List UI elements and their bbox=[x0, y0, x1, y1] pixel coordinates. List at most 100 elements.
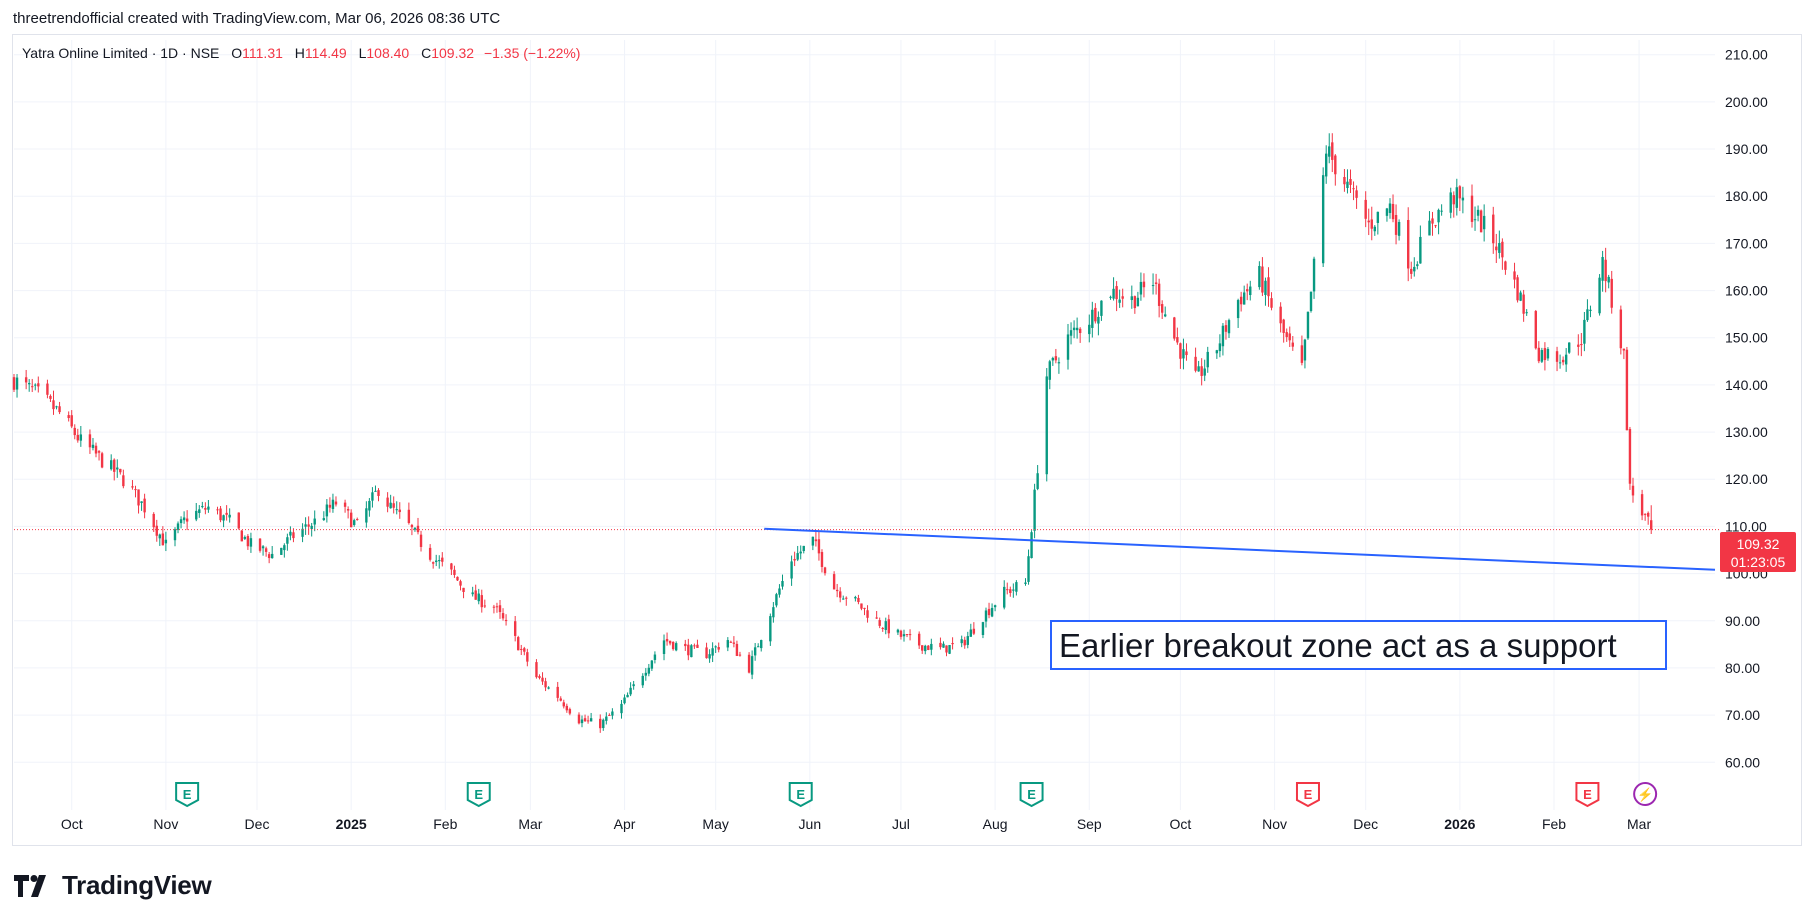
time-tick-label: Jul bbox=[892, 816, 910, 832]
close-value: 109.32 bbox=[431, 45, 475, 61]
dividend-icon[interactable]: ⚡ bbox=[1633, 782, 1658, 806]
candle bbox=[219, 505, 222, 523]
candle bbox=[1476, 205, 1480, 222]
candle bbox=[711, 642, 714, 663]
candle-body bbox=[984, 610, 988, 622]
candle bbox=[1012, 583, 1015, 598]
candle-body bbox=[1437, 209, 1440, 223]
candle bbox=[866, 605, 869, 623]
candle-body bbox=[896, 629, 900, 633]
candle-body bbox=[520, 648, 523, 650]
candle-body bbox=[1236, 300, 1240, 319]
candle-body bbox=[845, 597, 848, 599]
candle-body bbox=[1088, 324, 1091, 335]
earnings-icon[interactable]: E bbox=[788, 782, 813, 808]
earnings-icon[interactable]: E bbox=[175, 782, 200, 808]
candle bbox=[930, 638, 933, 656]
candle bbox=[1221, 323, 1225, 356]
candle-body bbox=[1182, 349, 1185, 359]
candle bbox=[823, 566, 827, 576]
candle bbox=[1440, 204, 1443, 216]
candle bbox=[1428, 211, 1431, 236]
tradingview-logo[interactable]: TradingView bbox=[14, 870, 212, 901]
earnings-icon[interactable]: E bbox=[1019, 782, 1044, 808]
candle bbox=[684, 639, 687, 651]
candle bbox=[325, 499, 329, 523]
candle bbox=[875, 610, 878, 619]
candle-body bbox=[608, 714, 611, 716]
candle bbox=[365, 501, 368, 528]
candle bbox=[1051, 356, 1055, 366]
candle-body bbox=[966, 636, 969, 645]
candle-body bbox=[1543, 348, 1547, 361]
candle bbox=[1650, 505, 1653, 534]
candle bbox=[1015, 580, 1018, 596]
candle-body bbox=[24, 377, 28, 383]
candle bbox=[498, 599, 502, 619]
candle-body bbox=[134, 489, 137, 491]
candle bbox=[538, 674, 541, 680]
candle-body bbox=[1288, 333, 1291, 341]
candle bbox=[1009, 586, 1012, 597]
candle-body bbox=[1577, 344, 1580, 347]
candle bbox=[966, 631, 969, 649]
candle-body bbox=[586, 720, 590, 722]
candle-body bbox=[164, 539, 168, 544]
candle bbox=[1182, 338, 1185, 370]
earnings-icon[interactable]: E bbox=[1575, 782, 1600, 808]
candle-body bbox=[523, 648, 526, 652]
candle-body bbox=[1306, 311, 1310, 339]
candle-body bbox=[1118, 299, 1121, 303]
candle-body bbox=[1564, 354, 1568, 365]
candle bbox=[559, 696, 562, 702]
candle-body bbox=[100, 453, 104, 468]
candle bbox=[152, 512, 155, 532]
candle-body bbox=[1157, 283, 1161, 306]
candle bbox=[1048, 359, 1051, 390]
candle-body bbox=[462, 587, 465, 593]
candle bbox=[91, 437, 95, 451]
price-tick-label: 170.00 bbox=[1725, 235, 1768, 251]
earnings-icon-shape bbox=[788, 782, 813, 808]
candle-body bbox=[195, 510, 198, 520]
candle bbox=[835, 583, 839, 598]
candle bbox=[161, 526, 165, 546]
annotation-box[interactable]: Earlier breakout zone act as a support bbox=[1050, 620, 1667, 670]
event-icon-label: E bbox=[1583, 787, 1592, 802]
candle bbox=[377, 488, 380, 502]
candle-body bbox=[143, 498, 146, 513]
candle-body bbox=[769, 616, 772, 642]
candle-body bbox=[820, 552, 824, 567]
candle-body bbox=[878, 620, 881, 626]
candle bbox=[611, 708, 614, 720]
candle bbox=[261, 545, 265, 556]
candle bbox=[228, 508, 231, 523]
candle-body bbox=[1455, 187, 1459, 208]
candle-body bbox=[76, 434, 79, 441]
candle-body bbox=[1431, 218, 1434, 224]
candle-body bbox=[854, 596, 857, 599]
earnings-icon[interactable]: E bbox=[1295, 782, 1320, 808]
candle-body bbox=[176, 523, 180, 530]
candle bbox=[73, 424, 76, 440]
candle bbox=[817, 531, 821, 561]
candle-body bbox=[246, 536, 250, 547]
candle-body bbox=[1078, 328, 1082, 334]
candle bbox=[641, 673, 644, 688]
candle-body bbox=[714, 646, 717, 648]
candle-body bbox=[866, 610, 869, 618]
candle bbox=[972, 622, 976, 636]
support-trendline[interactable] bbox=[764, 527, 1716, 571]
candle-body bbox=[1015, 582, 1018, 592]
candle-body bbox=[1540, 350, 1544, 362]
time-tick-label: May bbox=[702, 816, 728, 832]
earnings-icon[interactable]: E bbox=[466, 782, 491, 808]
candle-body bbox=[501, 613, 505, 619]
candle bbox=[1394, 204, 1398, 245]
candle bbox=[714, 645, 717, 654]
candle bbox=[119, 468, 122, 475]
symbol-legend[interactable]: Yatra Online Limited · 1D · NSE O111.31 … bbox=[22, 45, 580, 61]
candle-body bbox=[477, 593, 480, 602]
candle bbox=[413, 527, 417, 532]
